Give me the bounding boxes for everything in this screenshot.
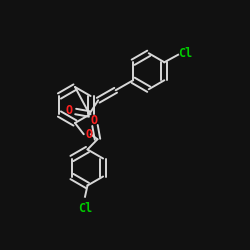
Text: O: O	[86, 128, 93, 141]
Text: O: O	[66, 104, 73, 117]
Text: Cl: Cl	[78, 202, 92, 215]
Text: O: O	[90, 114, 97, 126]
Text: Cl: Cl	[178, 47, 193, 60]
